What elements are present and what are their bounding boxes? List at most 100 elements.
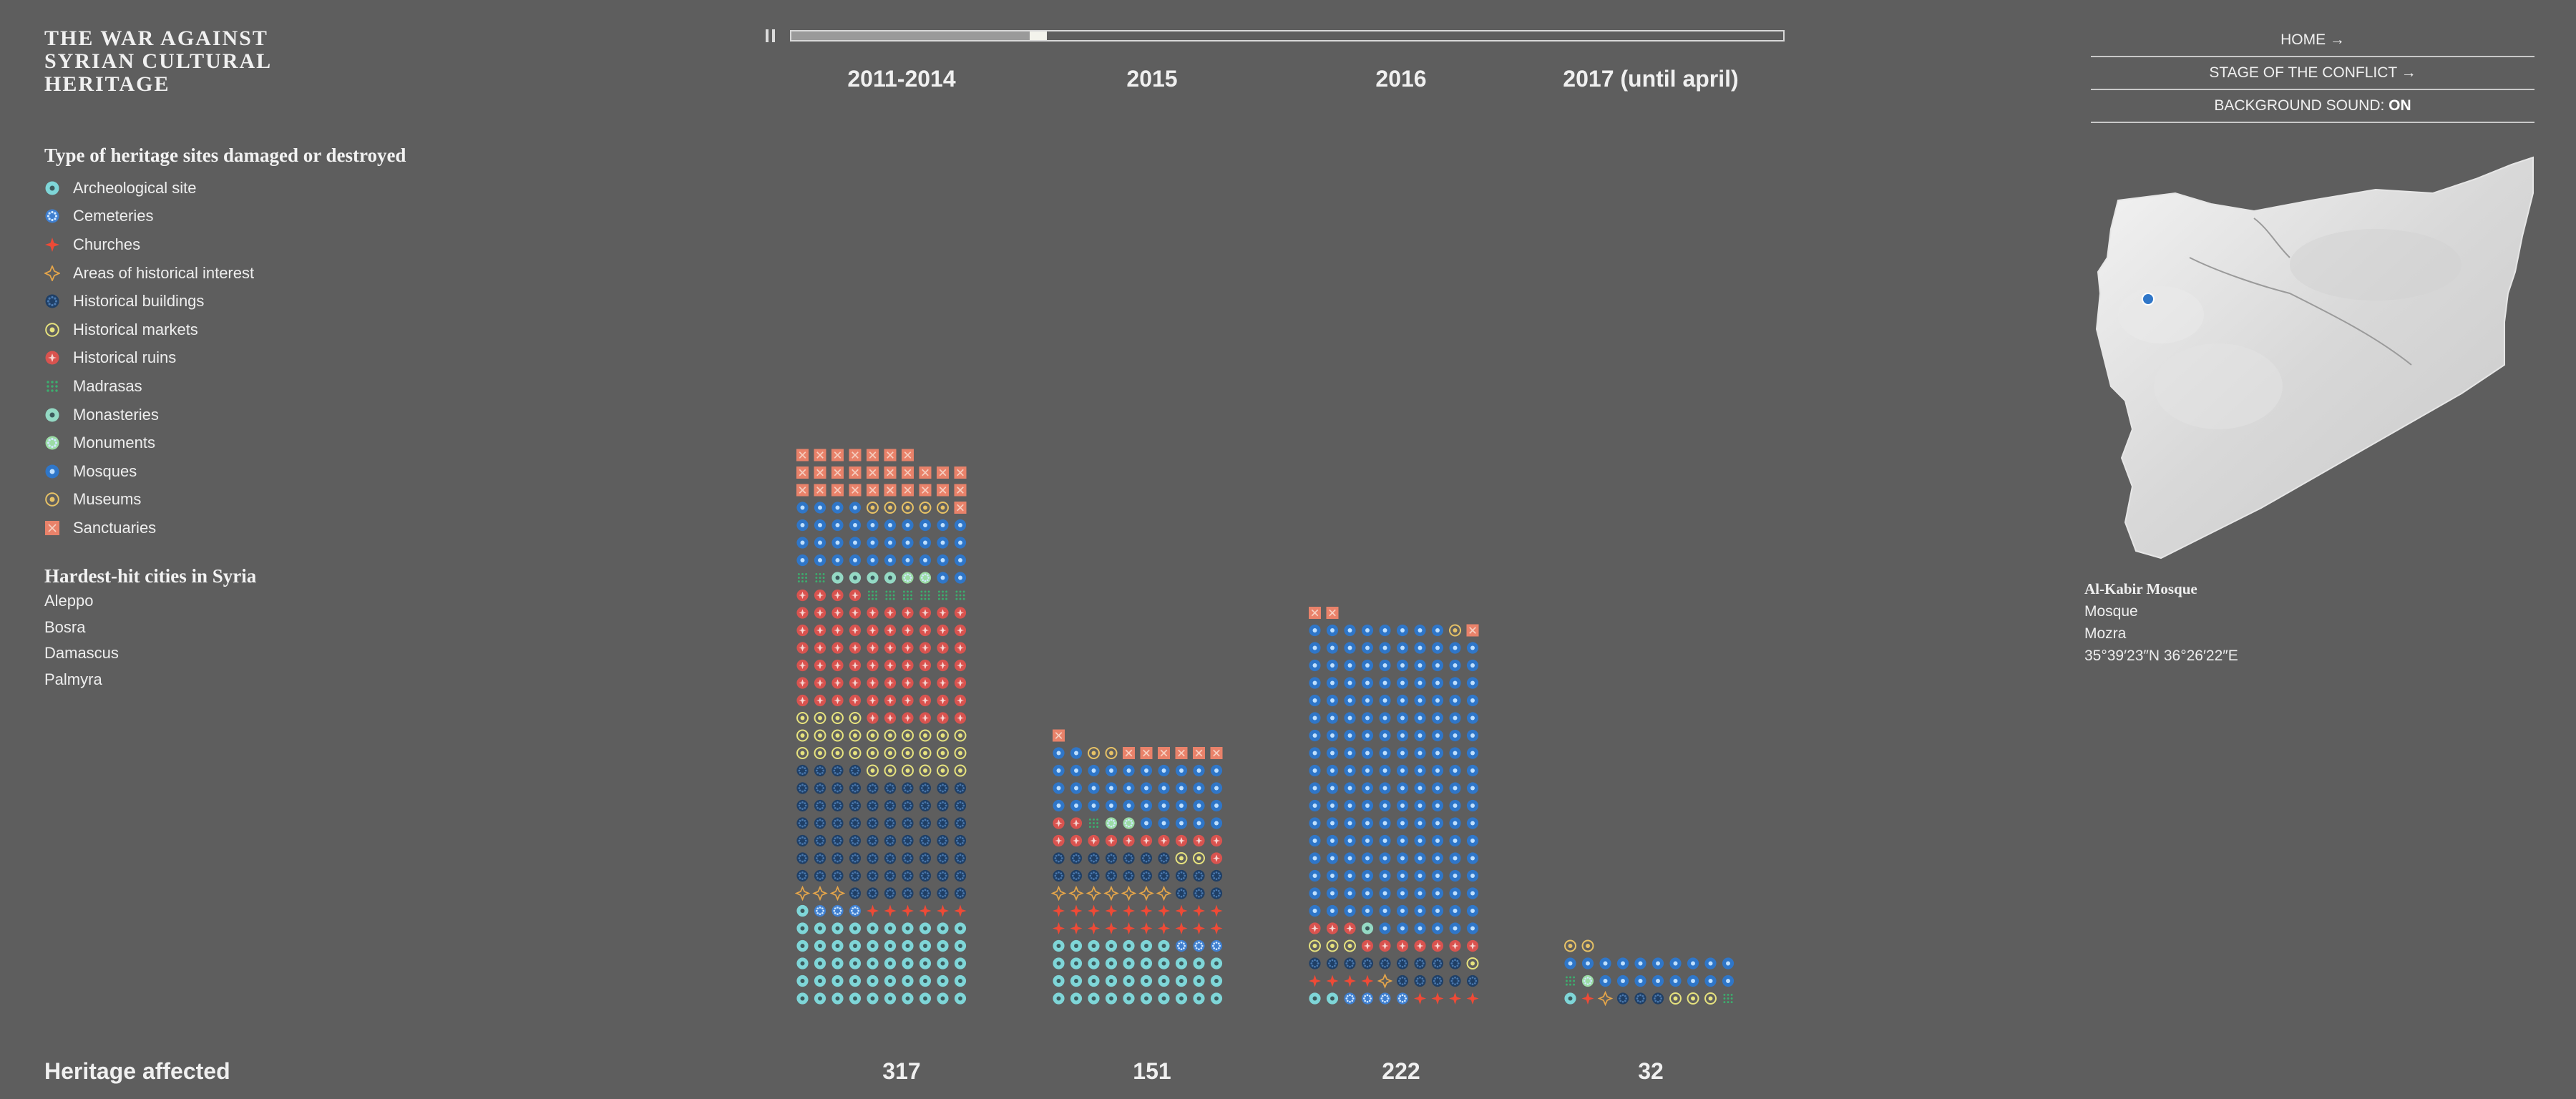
site-mark-mosq[interactable] xyxy=(1379,729,1391,742)
site-mark-sanc[interactable] xyxy=(902,484,914,497)
site-mark-mosq[interactable] xyxy=(1396,642,1409,654)
site-mark-arch[interactable] xyxy=(884,939,897,952)
site-mark-bld[interactable] xyxy=(1431,957,1444,969)
site-mark-chu[interactable] xyxy=(867,904,879,917)
site-mark-mosq[interactable] xyxy=(1466,729,1479,742)
site-mark-mkt[interactable] xyxy=(884,729,897,742)
site-mark-mosq[interactable] xyxy=(1123,799,1135,812)
site-mark-mosq[interactable] xyxy=(1158,782,1170,794)
site-mark-bld[interactable] xyxy=(1105,852,1118,864)
site-mark-arch[interactable] xyxy=(1140,957,1153,969)
site-mark-mosq[interactable] xyxy=(1309,817,1321,829)
site-mark-arch[interactable] xyxy=(1175,992,1188,1005)
site-mark-bld[interactable] xyxy=(867,887,879,899)
site-mark-mosq[interactable] xyxy=(831,502,844,514)
site-mark-bld[interactable] xyxy=(814,869,826,882)
site-mark-chu[interactable] xyxy=(1140,904,1153,917)
site-mark-mkt[interactable] xyxy=(1193,852,1205,864)
site-mark-arch[interactable] xyxy=(884,975,897,987)
site-mark-bld[interactable] xyxy=(1053,852,1065,864)
site-mark-mosq[interactable] xyxy=(1309,624,1321,637)
site-mark-mosq[interactable] xyxy=(1140,799,1153,812)
site-mark-mkt[interactable] xyxy=(919,747,932,759)
site-mark-mad[interactable] xyxy=(920,590,930,600)
site-mark-mosq[interactable] xyxy=(1309,852,1321,864)
site-mark-mosq[interactable] xyxy=(1414,817,1426,829)
site-mark-bld[interactable] xyxy=(954,817,967,829)
site-mark-arch[interactable] xyxy=(1070,957,1083,969)
site-mark-ruin[interactable] xyxy=(954,659,967,672)
site-mark-bld[interactable] xyxy=(814,817,826,829)
site-mark-bld[interactable] xyxy=(919,799,932,812)
site-mark-ruin[interactable] xyxy=(919,607,932,619)
site-mark-bld[interactable] xyxy=(849,834,862,847)
site-mark-chu[interactable] xyxy=(1581,992,1594,1005)
site-mark-mosq[interactable] xyxy=(1396,817,1409,829)
site-mark-arch[interactable] xyxy=(1105,957,1118,969)
site-mark-mosq[interactable] xyxy=(1449,747,1461,759)
site-mark-bld[interactable] xyxy=(937,799,949,812)
site-mark-mosq[interactable] xyxy=(1466,642,1479,654)
site-mark-arch[interactable] xyxy=(1053,992,1065,1005)
site-mark-mosq[interactable] xyxy=(1344,834,1356,847)
site-mark-bld[interactable] xyxy=(796,764,809,777)
site-mark-chu[interactable] xyxy=(954,904,967,917)
site-mark-mosq[interactable] xyxy=(1309,764,1321,777)
site-mark-mosq[interactable] xyxy=(902,519,914,532)
site-mark-mosq[interactable] xyxy=(1344,694,1356,707)
site-mark-arch[interactable] xyxy=(1105,975,1118,987)
site-mark-ruin[interactable] xyxy=(867,642,879,654)
site-mark-arch[interactable] xyxy=(919,975,932,987)
site-mark-chu[interactable] xyxy=(1088,922,1100,934)
site-mark-mosq[interactable] xyxy=(1361,904,1374,917)
site-mark-mosq[interactable] xyxy=(1326,659,1339,672)
site-mark-ruin[interactable] xyxy=(831,624,844,637)
site-mark-bld[interactable] xyxy=(1193,869,1205,882)
site-mark-ruin[interactable] xyxy=(1193,834,1205,847)
site-mark-arch[interactable] xyxy=(919,992,932,1005)
site-mark-arch[interactable] xyxy=(1158,975,1170,987)
site-mark-mosq[interactable] xyxy=(1379,764,1391,777)
site-mark-ruin[interactable] xyxy=(902,694,914,707)
site-mark-sanc[interactable] xyxy=(1053,729,1065,742)
site-mark-mosq[interactable] xyxy=(1326,694,1339,707)
site-mark-arch[interactable] xyxy=(796,957,809,969)
site-mark-mosq[interactable] xyxy=(1449,677,1461,689)
site-mark-mkt[interactable] xyxy=(884,747,897,759)
site-mark-ruin[interactable] xyxy=(867,659,879,672)
site-mark-bld[interactable] xyxy=(796,869,809,882)
site-mark-mosq[interactable] xyxy=(1379,834,1391,847)
site-mark-bld[interactable] xyxy=(954,834,967,847)
site-mark-area[interactable] xyxy=(829,885,846,902)
site-mark-mosq[interactable] xyxy=(1449,729,1461,742)
site-mark-arch[interactable] xyxy=(867,975,879,987)
site-mark-ruin[interactable] xyxy=(1123,834,1135,847)
site-mark-mosq[interactable] xyxy=(884,519,897,532)
site-mark-mosq[interactable] xyxy=(1344,642,1356,654)
site-mark-mosq[interactable] xyxy=(1361,817,1374,829)
site-mark-mosq[interactable] xyxy=(1210,782,1223,794)
site-mark-sanc[interactable] xyxy=(796,467,809,479)
site-mark-arch[interactable] xyxy=(796,975,809,987)
site-mark-chu[interactable] xyxy=(937,904,949,917)
site-mark-mosq[interactable] xyxy=(1396,659,1409,672)
site-mark-mosq[interactable] xyxy=(937,537,949,549)
site-mark-ruin[interactable] xyxy=(814,642,826,654)
site-mark-bld[interactable] xyxy=(919,852,932,864)
site-mark-sanc[interactable] xyxy=(1466,624,1479,637)
site-mark-bld[interactable] xyxy=(884,852,897,864)
site-mark-arch[interactable] xyxy=(1140,939,1153,952)
site-mark-bld[interactable] xyxy=(954,869,967,882)
site-mark-cem[interactable] xyxy=(1396,992,1409,1005)
site-mark-arch[interactable] xyxy=(954,957,967,969)
site-mark-mosq[interactable] xyxy=(1396,747,1409,759)
legend-item-mosq[interactable]: Mosques xyxy=(44,457,254,486)
site-mark-bld[interactable] xyxy=(1140,852,1153,864)
site-mark-ruin[interactable] xyxy=(919,642,932,654)
site-mark-mad[interactable] xyxy=(902,590,913,600)
site-mark-mosq[interactable] xyxy=(1466,677,1479,689)
site-mark-mosq[interactable] xyxy=(814,554,826,567)
site-mark-ruin[interactable] xyxy=(954,694,967,707)
site-mark-mosq[interactable] xyxy=(1140,817,1153,829)
legend-item-sanc[interactable]: Sanctuaries xyxy=(44,514,254,542)
